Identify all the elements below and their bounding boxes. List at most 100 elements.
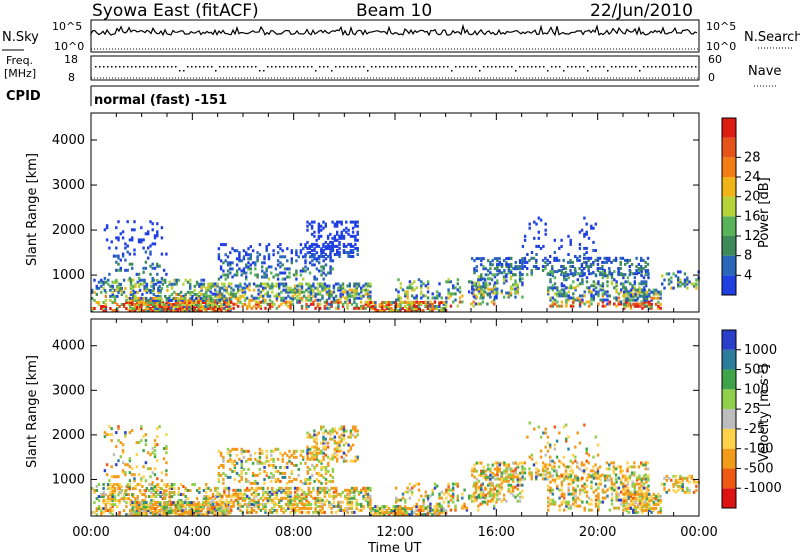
velocity-cell xyxy=(270,453,273,457)
power-cell xyxy=(202,298,205,302)
power-cell xyxy=(291,290,294,294)
velocity-cell xyxy=(207,506,210,510)
power-cell xyxy=(179,305,182,308)
velocity-cell xyxy=(433,505,436,509)
power-cell xyxy=(346,294,349,298)
power-cell xyxy=(505,265,508,268)
velocity-cell xyxy=(135,511,139,515)
freq-dot xyxy=(375,66,377,68)
freq-dot xyxy=(695,66,697,68)
power-cell xyxy=(333,234,337,238)
velocity-cell xyxy=(240,469,243,473)
power-cell xyxy=(197,303,200,306)
velocity-cell xyxy=(505,465,508,469)
velocity-cell xyxy=(275,496,279,500)
power-cell xyxy=(307,286,310,290)
velocity-cell xyxy=(254,457,257,461)
power-cell xyxy=(177,292,180,296)
velocity-cell xyxy=(168,505,171,509)
velocity-cell xyxy=(456,498,459,502)
freq-dot xyxy=(555,66,557,68)
velocity-cell xyxy=(217,449,221,453)
power-cell xyxy=(509,287,513,291)
power-cell xyxy=(245,277,248,281)
power-cell xyxy=(149,301,152,304)
power-cell xyxy=(617,302,621,306)
velocity-cell xyxy=(315,447,318,451)
velocity-cell xyxy=(205,483,208,486)
power-cell xyxy=(424,303,427,306)
velocity-cell xyxy=(217,507,221,511)
power-cell xyxy=(214,302,217,306)
power-cbar-frame xyxy=(721,117,737,296)
velocity-cell xyxy=(288,479,291,483)
velocity-cell xyxy=(151,505,155,509)
velocity-cell xyxy=(222,503,225,507)
power-cell xyxy=(601,292,605,296)
velocity-cell xyxy=(286,461,289,465)
power-cell xyxy=(415,307,418,310)
power-cell xyxy=(265,273,268,277)
power-cell xyxy=(189,290,192,294)
velocity-cell xyxy=(315,437,318,441)
power-cell xyxy=(91,296,94,300)
power-cell xyxy=(581,278,584,282)
power-cell xyxy=(544,222,547,226)
velocity-cell xyxy=(296,504,299,508)
velocity-cell xyxy=(240,475,243,479)
velocity-cell xyxy=(306,457,309,461)
power-cell xyxy=(151,262,154,266)
power-cell xyxy=(417,304,421,308)
velocity-cell xyxy=(165,503,168,507)
velocity-cell xyxy=(491,483,494,487)
power-cell xyxy=(268,302,272,306)
velocity-cell xyxy=(320,461,323,465)
power-cell xyxy=(640,270,643,274)
velocity-cell xyxy=(265,471,268,475)
power-cell xyxy=(191,290,194,294)
velocity-cell xyxy=(313,449,316,453)
velocity-cell xyxy=(156,505,159,509)
velocity-cell xyxy=(335,494,338,498)
velocity-cell xyxy=(100,507,103,511)
power-cell xyxy=(503,271,506,274)
velocity-cell xyxy=(138,507,141,511)
power-cell xyxy=(206,303,209,306)
velocity-cell xyxy=(422,513,425,517)
power-cell xyxy=(151,228,154,232)
power-cell xyxy=(629,292,633,296)
power-cell xyxy=(325,284,329,288)
power-cell xyxy=(211,296,214,300)
velocity-cell xyxy=(514,469,517,473)
power-cell xyxy=(248,298,251,302)
velocity-cell xyxy=(473,491,476,495)
power-cell xyxy=(275,294,279,298)
velocity-cell xyxy=(369,507,373,511)
velocity-cell xyxy=(252,508,256,512)
power-cell xyxy=(141,292,144,296)
power-cell xyxy=(287,290,290,294)
velocity-cell xyxy=(133,473,136,477)
velocity-cell xyxy=(374,513,377,517)
power-cell xyxy=(217,277,221,281)
power-cell xyxy=(385,307,388,310)
power-cell xyxy=(145,301,148,304)
power-cell xyxy=(102,301,105,304)
velocity-cell xyxy=(179,513,182,517)
power-cell xyxy=(551,265,554,268)
velocity-cell xyxy=(238,473,241,477)
velocity-cell xyxy=(521,495,524,499)
power-cell xyxy=(537,230,540,234)
velocity-cell xyxy=(336,457,339,461)
power-cell xyxy=(204,298,207,302)
power-cell xyxy=(507,291,510,295)
power-cell xyxy=(514,295,517,299)
power-cell xyxy=(331,220,334,224)
velocity-cell xyxy=(272,457,275,461)
velocity-cell xyxy=(246,486,249,490)
power-cell xyxy=(622,284,625,288)
velocity-cell xyxy=(516,493,519,497)
power-cell xyxy=(659,290,662,294)
velocity-cell xyxy=(311,473,314,477)
velocity-cell xyxy=(314,502,317,506)
